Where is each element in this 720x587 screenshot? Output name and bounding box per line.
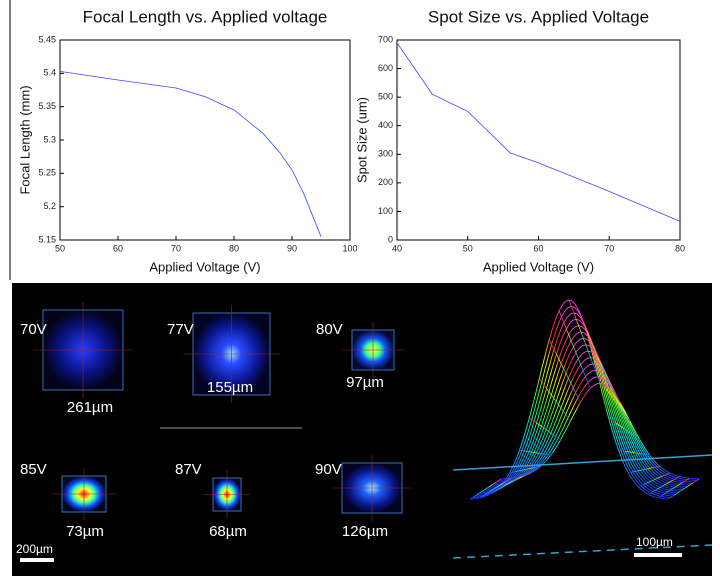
y-tick-label: 5.45 bbox=[38, 34, 56, 44]
y-tick-label: 5.2 bbox=[43, 201, 56, 211]
y-tick-label: 200 bbox=[378, 177, 393, 187]
x-tick-label: 70 bbox=[604, 243, 614, 253]
data-line bbox=[396, 42, 681, 222]
x-tick-label: 50 bbox=[463, 243, 473, 253]
voltage-label: 77V bbox=[167, 321, 194, 338]
mesh-line bbox=[667, 478, 700, 500]
y-tick-label: 5.25 bbox=[38, 168, 56, 178]
mesh-line bbox=[529, 417, 561, 441]
mesh-line bbox=[509, 465, 541, 474]
y-tick-label: 100 bbox=[378, 206, 393, 216]
spot-size-label: 155µm bbox=[207, 379, 253, 396]
mesh-line bbox=[628, 465, 660, 474]
y-axis-label: Spot Size (um) bbox=[354, 97, 369, 183]
y-tick-label: 300 bbox=[378, 149, 393, 159]
y-axis-label: Focal Length (mm) bbox=[17, 85, 32, 194]
x-axis-label: Applied Voltage (V) bbox=[149, 259, 260, 274]
mesh-line bbox=[539, 378, 571, 422]
y-tick-label: 0 bbox=[388, 234, 393, 244]
mesh-line bbox=[608, 417, 641, 441]
chart-title: Spot Size vs. Applied Voltage bbox=[428, 7, 649, 26]
spot-size-label: 97µm bbox=[346, 374, 384, 391]
scale-label: 100µm bbox=[636, 535, 673, 549]
voltage-label: 85V bbox=[20, 461, 47, 478]
x-tick-label: 80 bbox=[229, 243, 239, 253]
plot-frame bbox=[396, 39, 681, 241]
surface-base bbox=[452, 454, 713, 471]
y-tick-label: 400 bbox=[378, 120, 393, 130]
mesh-line bbox=[657, 477, 690, 499]
x-tick-label: 80 bbox=[675, 243, 685, 253]
mesh-line bbox=[618, 449, 650, 456]
x-tick-label: 60 bbox=[113, 243, 123, 253]
y-tick-label: 600 bbox=[378, 63, 393, 73]
voltage-label: 80V bbox=[316, 321, 343, 338]
x-tick-label: 90 bbox=[287, 243, 297, 253]
mesh-line bbox=[558, 310, 591, 389]
mesh-line bbox=[578, 310, 611, 389]
x-tick-label: 60 bbox=[533, 243, 543, 253]
spot-size-label: 126µm bbox=[342, 523, 388, 540]
x-tick-label: 40 bbox=[392, 243, 402, 253]
y-tick-label: 5.35 bbox=[38, 101, 56, 111]
voltage-label: 87V bbox=[175, 461, 202, 478]
mesh-line bbox=[638, 472, 670, 488]
x-axis-label: Applied Voltage (V) bbox=[483, 259, 594, 274]
mesh-line bbox=[568, 299, 601, 384]
plot-frame bbox=[59, 39, 351, 241]
mesh-line bbox=[548, 339, 581, 403]
spot-size-label: 261µm bbox=[67, 399, 113, 416]
y-tick-label: 5.15 bbox=[38, 234, 56, 244]
mesh-line bbox=[648, 476, 680, 495]
y-tick-label: 500 bbox=[378, 92, 393, 102]
y-tick-label: 5.4 bbox=[43, 68, 56, 78]
y-tick-label: 5.3 bbox=[43, 134, 56, 144]
intensity-surface bbox=[469, 299, 700, 500]
mesh-line bbox=[519, 449, 551, 456]
x-tick-label: 50 bbox=[55, 243, 65, 253]
scale-label: 200µm bbox=[16, 542, 53, 556]
surface-base bbox=[452, 544, 713, 559]
chart-title: Focal Length vs. Applied voltage bbox=[83, 7, 328, 26]
mesh-line bbox=[598, 378, 631, 422]
mesh-line bbox=[499, 472, 532, 488]
spot-size-label: 73µm bbox=[66, 523, 104, 540]
spot-size-label: 68µm bbox=[209, 523, 247, 540]
voltage-label: 70V bbox=[20, 321, 47, 338]
mesh-line bbox=[469, 478, 502, 500]
mesh-line bbox=[588, 339, 621, 403]
scale-bar bbox=[634, 553, 682, 557]
x-tick-label: 100 bbox=[342, 243, 357, 253]
mesh-line bbox=[479, 477, 512, 499]
voltage-label: 90V bbox=[315, 461, 342, 478]
scale-bar bbox=[20, 558, 54, 562]
x-tick-label: 70 bbox=[171, 243, 181, 253]
y-tick-label: 700 bbox=[378, 34, 393, 44]
data-line bbox=[59, 70, 322, 237]
